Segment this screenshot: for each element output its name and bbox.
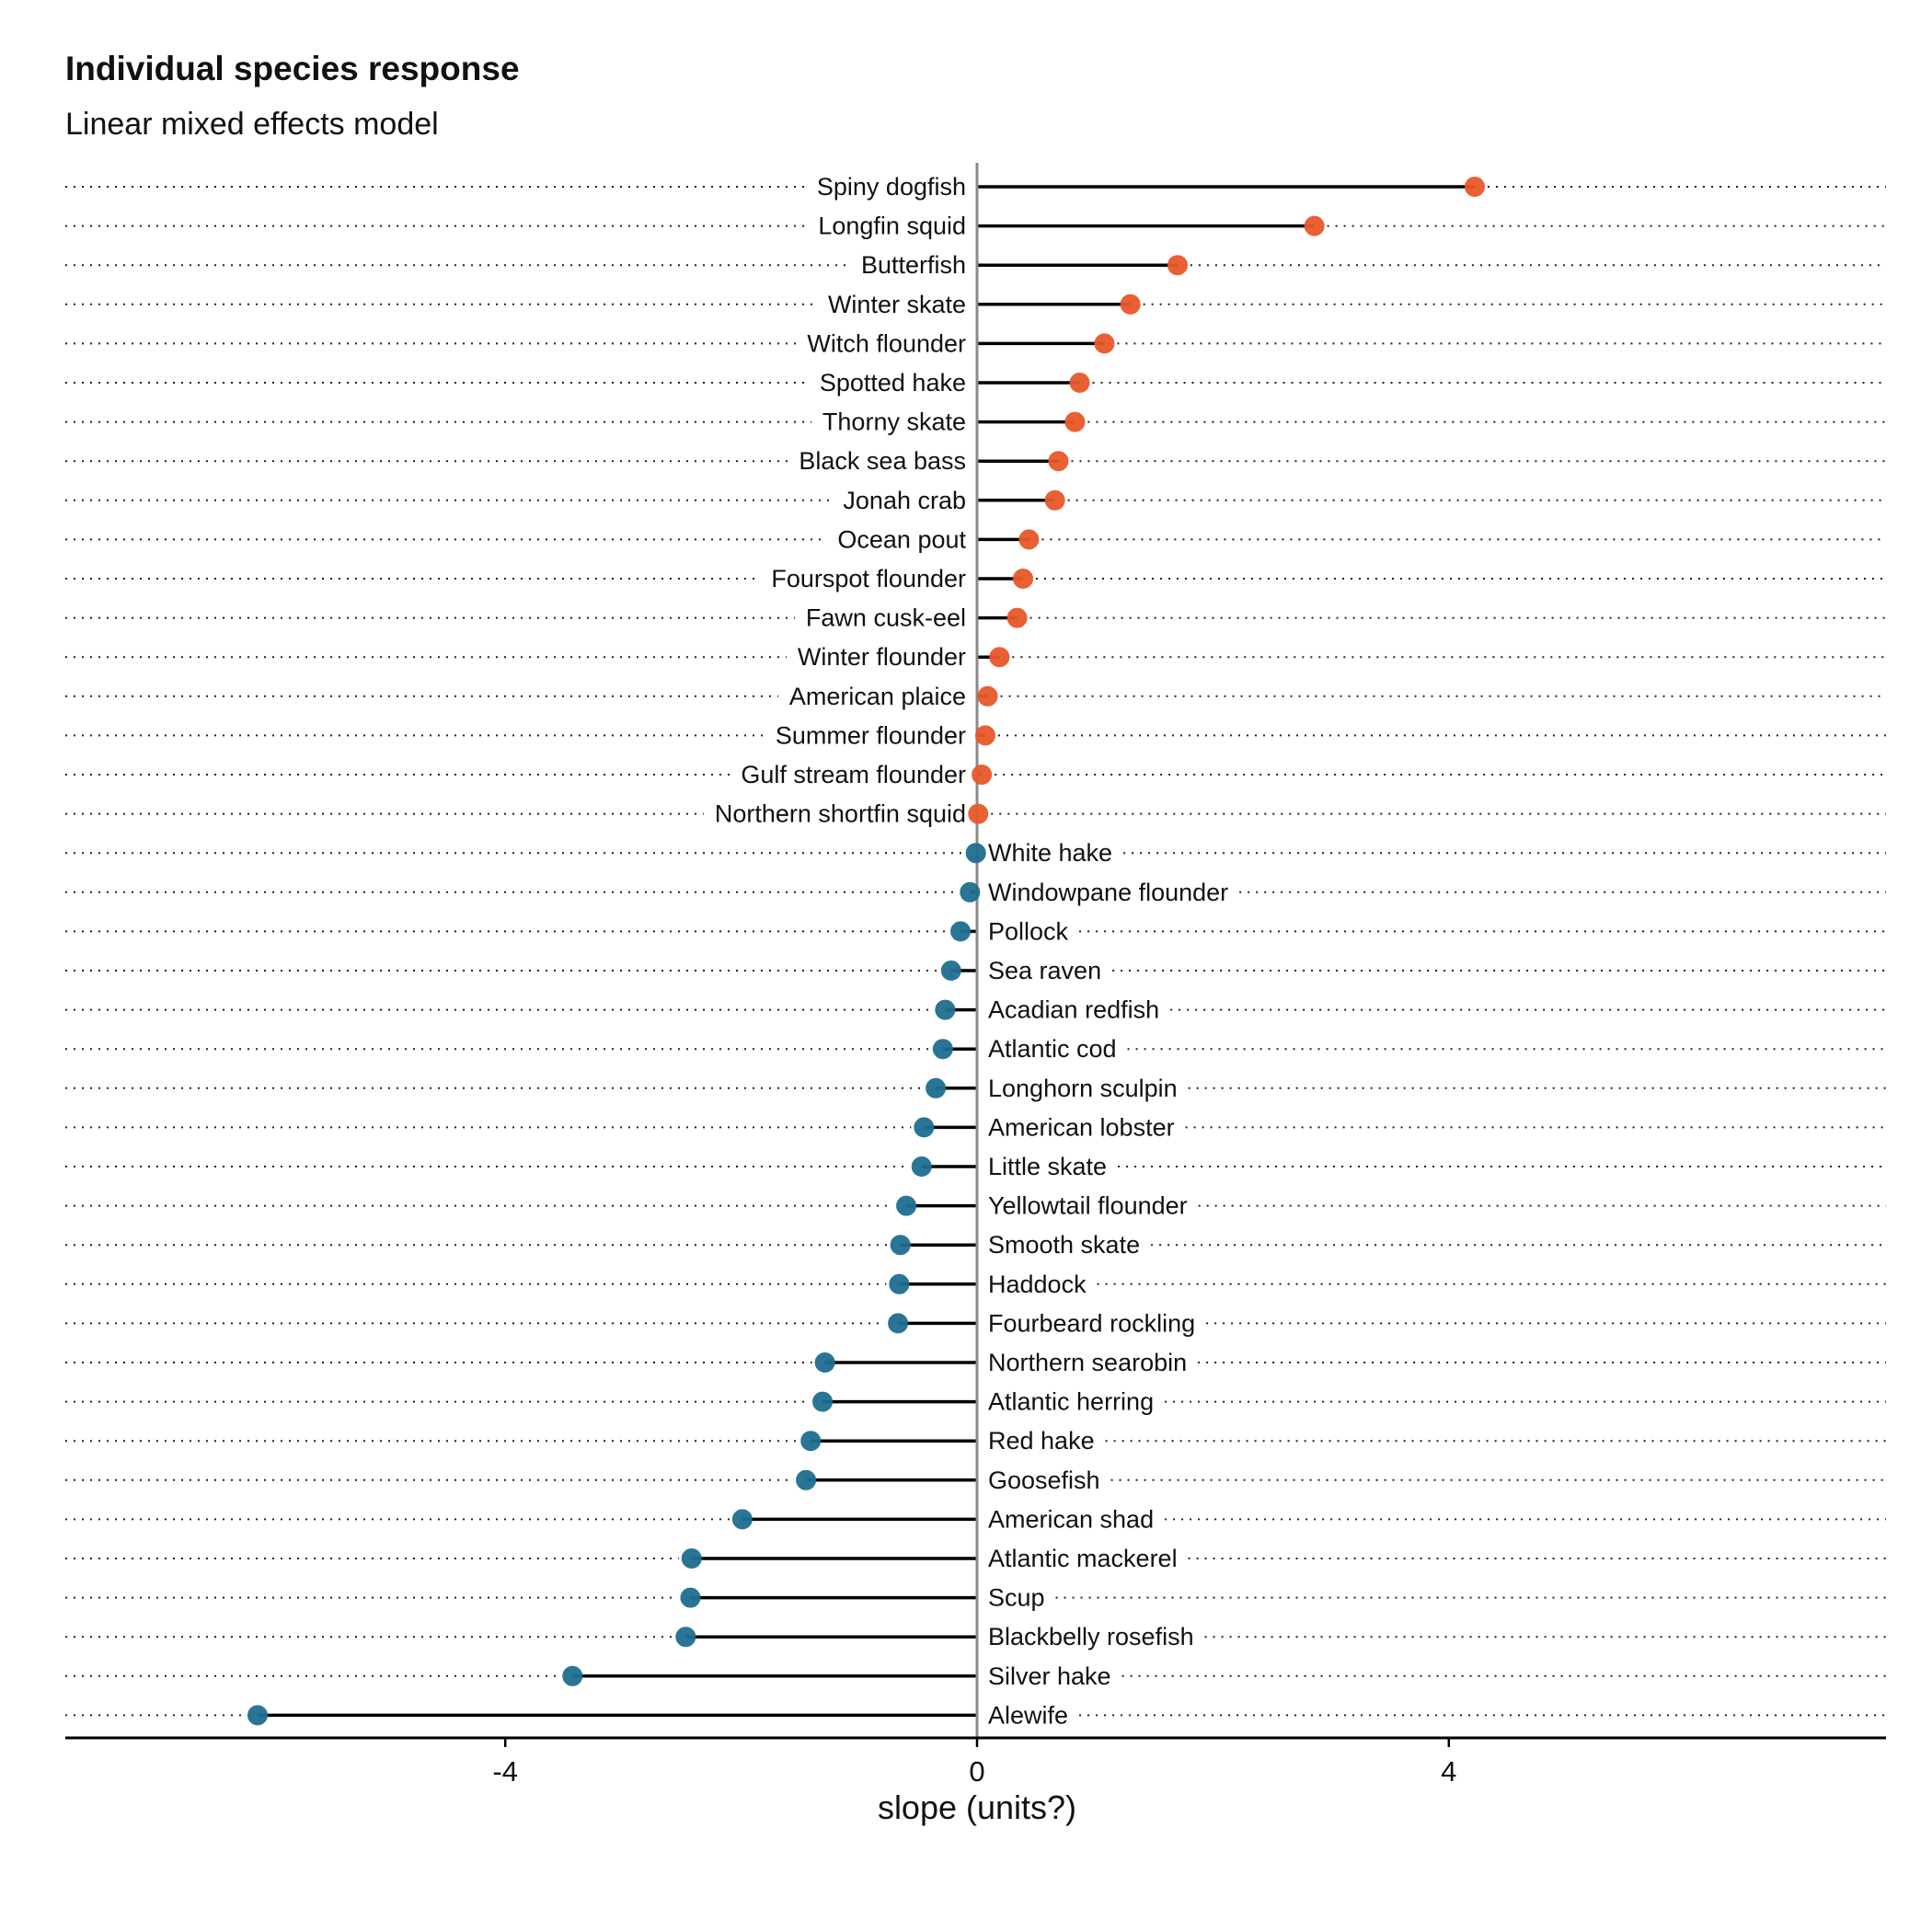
data-point: [731, 1509, 753, 1530]
data-point: [1167, 255, 1188, 276]
data-point: [940, 960, 961, 981]
data-point: [914, 1117, 935, 1138]
species-label: Fourbeard rockling: [988, 1309, 1195, 1337]
species-label: White hake: [988, 839, 1112, 867]
data-point: [968, 803, 989, 824]
species-label: Atlantic mackerel: [988, 1545, 1178, 1572]
data-point: [960, 881, 981, 903]
data-point: [796, 1469, 817, 1490]
data-point: [989, 647, 1010, 668]
data-point: [680, 1587, 701, 1608]
data-point: [977, 685, 998, 707]
species-label: Jonah crab: [843, 487, 966, 514]
data-point: [1064, 411, 1086, 432]
x-tick-label: -4: [492, 1755, 518, 1788]
species-label: Butterfish: [861, 251, 966, 279]
data-point: [888, 1313, 909, 1334]
species-label: Little skate: [988, 1153, 1107, 1180]
species-label: Gulf stream flounder: [741, 761, 966, 788]
species-label: Fawn cusk-eel: [806, 604, 966, 632]
species-label: Goosefish: [988, 1466, 1100, 1494]
x-tick-label: 0: [969, 1755, 984, 1788]
data-point: [800, 1431, 822, 1452]
data-point: [1012, 569, 1033, 589]
x-axis-ticks: -4 0 4: [492, 1738, 1456, 1788]
species-label: Thorny skate: [822, 408, 966, 436]
data-point: [935, 999, 956, 1020]
species-label: Pollock: [988, 917, 1069, 945]
data-point: [932, 1039, 953, 1060]
data-point: [950, 921, 972, 942]
x-tick-label: 4: [1441, 1755, 1456, 1788]
data-point: [1120, 293, 1141, 315]
species-label: Acadian redfish: [988, 996, 1159, 1024]
chart-subtitle: Linear mixed effects model: [65, 107, 439, 142]
species-label: Spotted hake: [820, 369, 966, 397]
data-point: [889, 1273, 910, 1294]
data-point: [1018, 529, 1040, 550]
chart-title: Individual species response: [65, 50, 520, 87]
data-point: [890, 1235, 911, 1256]
species-label: Summer flounder: [776, 721, 966, 749]
species-label: Sea raven: [988, 957, 1101, 984]
species-label: Blackbelly rosefish: [988, 1623, 1194, 1650]
species-label: Longhorn sculpin: [988, 1075, 1178, 1102]
species-label: Atlantic cod: [988, 1035, 1117, 1063]
data-point: [247, 1705, 268, 1726]
species-labels: Spiny dogfish Longfin squid Butterfish Wint…: [715, 173, 1228, 1729]
data-point: [675, 1627, 696, 1648]
data-point: [896, 1195, 917, 1216]
guide-lines: [65, 186, 1886, 1717]
species-label: Yellowtail flounder: [988, 1192, 1188, 1220]
species-label: Alewife: [988, 1701, 1068, 1729]
species-label: Winter skate: [828, 291, 966, 318]
species-label: American plaice: [789, 683, 966, 710]
data-point: [814, 1352, 835, 1373]
data-point: [972, 765, 993, 785]
species-label: Northern shortfin squid: [715, 800, 966, 828]
data-point: [681, 1548, 702, 1569]
data-point: [1465, 177, 1486, 197]
data-point: [926, 1077, 947, 1098]
species-label: Fourspot flounder: [771, 565, 966, 592]
species-label: Atlantic herring: [988, 1388, 1154, 1416]
data-point: [974, 725, 995, 746]
stems: [257, 185, 1476, 1718]
species-label: Scup: [988, 1584, 1045, 1612]
species-label: Silver hake: [988, 1662, 1111, 1690]
species-label: Ocean pout: [837, 525, 966, 553]
species-label: Haddock: [988, 1271, 1087, 1298]
data-point: [812, 1391, 834, 1412]
x-axis-title: slope (units?): [878, 1788, 1076, 1826]
species-label: Red hake: [988, 1427, 1095, 1455]
data-point: [1006, 607, 1028, 628]
data-point: [911, 1156, 932, 1177]
species-label: Windowpane flounder: [988, 879, 1228, 906]
species-label: Northern searobin: [988, 1349, 1187, 1376]
species-label: American shad: [988, 1505, 1154, 1533]
data-point: [562, 1665, 583, 1686]
species-label: American lobster: [988, 1113, 1175, 1141]
data-point: [965, 843, 986, 864]
species-label: Witch flounder: [807, 329, 966, 357]
species-label: Smooth skate: [988, 1231, 1140, 1259]
data-point: [1304, 215, 1325, 236]
data-point: [1069, 373, 1090, 393]
species-label: Longfin squid: [818, 213, 966, 240]
points: [247, 177, 1486, 1726]
species-label: Winter flounder: [798, 643, 966, 671]
species-label: Black sea bass: [799, 447, 966, 475]
data-point: [1048, 451, 1069, 472]
species-label: Spiny dogfish: [817, 173, 966, 201]
data-point: [1044, 489, 1065, 511]
data-point: [1094, 333, 1115, 354]
